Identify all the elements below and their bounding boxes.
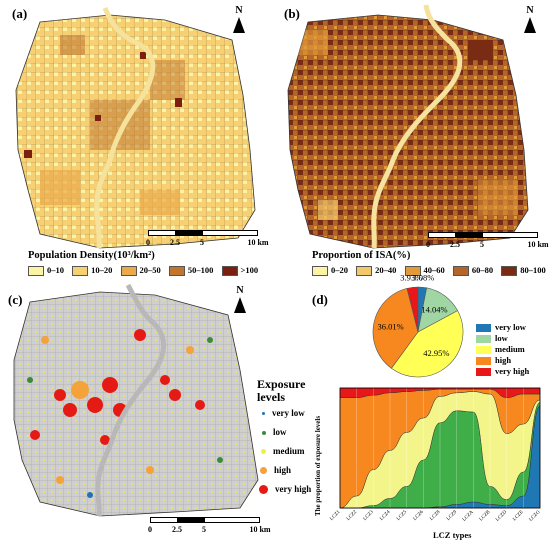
legend-item: 60–80 [452,265,493,277]
legend-item: 20–40 [356,265,396,277]
pie-value-label: 3.08% [412,272,434,282]
x-tick-label: LCZ9 [446,510,458,522]
legend-item: 0–10 [28,265,64,277]
north-label: N [235,5,243,16]
x-tick-label: LCZ1 [329,510,341,522]
scale-tick: 0 [146,238,150,247]
pie-value-label: 42.95% [423,348,449,358]
legend-item: high [476,355,529,366]
scale-tick: 2.5 [170,238,180,247]
legend-item: 20–50 [120,265,161,277]
legend-item: low [476,333,529,344]
exposure-pie-chart: 3.08% 14.04% 42.95% 36.01% 3.93% [372,272,464,378]
lcz-area-chart: LCZ1 LCZ2 LCZ3 LCZ4 LCZ5 LCZ6 LCZ8 LCZ9 LCZA LCZB… [329,387,542,523]
x-tick-label: LCZB [479,509,492,522]
legend-item: very high [476,366,529,377]
exposure-levels-map [13,283,259,517]
scale-tick: 0 [148,525,152,534]
north-arrow-icon: N [523,6,537,33]
panel-b-impervious-surface: (b) N 0 2.5 5 10 km Proportion [278,0,550,277]
legend-item: 0–20 [312,265,348,277]
x-tick-label: LCZE [512,510,524,522]
pie-value-label: 36.01% [378,322,404,332]
x-tick-label: LCZ3 [363,510,375,522]
panel-label-a: (a) [12,6,28,21]
impervious-surface-map [287,4,529,249]
panel-c-exposure-levels: (c) N Exposure levels very low [0,280,311,541]
panel-label-b: (b) [284,6,300,21]
scale-tick: 10 km [247,238,269,247]
x-tick-label: LCZ8 [429,510,441,522]
legend-item: medium [476,344,529,355]
x-tick-label: LCZ2 [346,510,358,522]
panel-a-population-density: (a) N 0 2.5 5 [0,0,270,277]
pie-value-label: 14.04% [421,305,447,315]
scale-tick: 10 km [249,525,271,534]
legend-item: very low [476,322,529,333]
scale-tick: 10 km [527,240,549,249]
legend-item: medium [260,446,305,456]
plot-frame [339,387,541,509]
x-tick-label: LCZ4 [379,510,391,522]
panel-d-charts: (d) 3.08% 14.04% 42.95% 36.01% 3.93% very lo… [300,272,550,541]
legend-item: high [260,465,291,475]
pie-value-label: 3.93% [400,272,422,282]
legend-title-a: Population Density(10³/km²) [28,250,155,261]
x-tick-label: LCZG [529,510,542,523]
scale-tick: 2.5 [172,525,182,534]
legend-title-c: Exposure levels [257,377,306,404]
legend-a: 0–10 10–20 20–50 50–100 >100 [28,265,264,277]
scale-bar-b: 0 2.5 5 10 km [426,232,549,262]
legend-item: 50–100 [168,265,213,277]
pie-slice-medium [390,310,464,378]
legend-title-b: Proportion of ISA(%) [312,250,411,261]
panel-label-c: (c) [8,292,23,307]
legend-item: low [260,427,287,437]
pie-slice-very-high [406,286,419,333]
pie-slice-high [372,288,419,369]
y-axis-title: The proportion of exposure levels [314,415,322,516]
population-density-map [15,7,256,249]
legend-item: 40–60 [404,265,445,277]
legend-item: 80–100 [501,265,546,277]
x-axis-title: LCZ types [433,530,472,540]
scale-tick: 5 [202,525,206,534]
pie-legend: very low low medium high very high [476,322,529,377]
north-label: N [236,285,244,296]
legend-item: >100 [221,265,258,277]
scale-tick: 2.5 [450,240,460,249]
north-label: N [526,5,534,16]
legend-b: 0–20 20–40 40–60 60–80 80–100 [312,265,550,277]
scale-bar-c: 0 2.5 5 10 km [148,517,271,547]
x-tick-label: LCZ5 [396,510,408,522]
legend-item: very low [260,408,305,418]
x-tick-label: LCZD [495,510,508,523]
legend-item: 10–20 [72,265,112,277]
scale-tick: 0 [426,240,430,249]
north-arrow-icon: N [233,286,247,313]
scale-tick: 5 [200,238,204,247]
legend-item: very high [259,484,311,495]
x-tick-label: LCZA [462,510,475,523]
scale-tick: 5 [480,240,484,249]
x-tick-label: LCZ6 [413,510,425,522]
scale-bar-a: 0 2.5 5 10 km [146,230,269,260]
north-arrow-icon: N [232,6,246,33]
panel-label-d: (d) [312,292,328,307]
